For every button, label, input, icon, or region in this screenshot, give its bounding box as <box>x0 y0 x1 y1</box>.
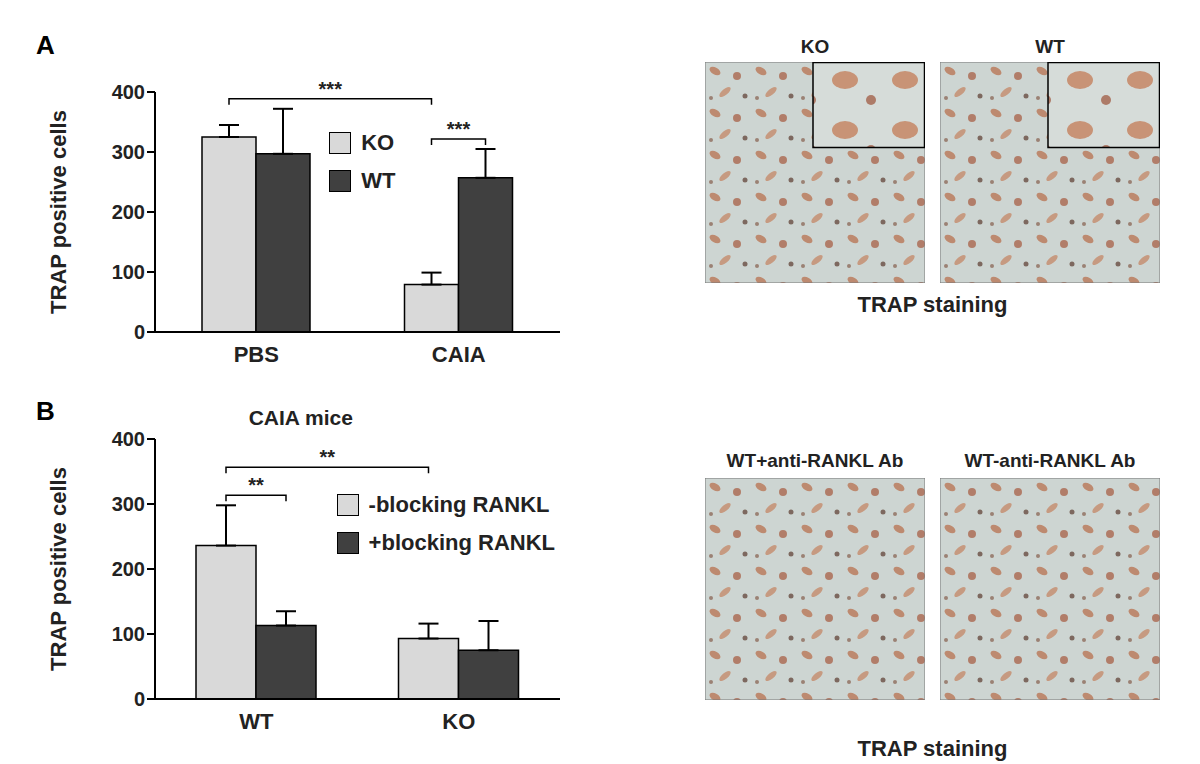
svg-text:PBS: PBS <box>234 342 279 367</box>
html-text:KO: KO <box>361 130 395 155</box>
html-text:WT-anti-RANKL Ab: WT-anti-RANKL Ab <box>964 450 1136 471</box>
svg-text:100: 100 <box>112 261 145 283</box>
svg-text:TRAP positive cells: TRAP positive cells <box>46 110 71 314</box>
svg-text:300: 300 <box>112 141 145 163</box>
svg-text:KO: KO <box>442 709 475 734</box>
svg-text:CAIA: CAIA <box>432 342 486 367</box>
svg-text:***: *** <box>447 118 471 140</box>
html-text:B: B <box>36 396 55 426</box>
html-text:TRAP staining: TRAP staining <box>857 736 1008 761</box>
svg-text:200: 200 <box>112 558 145 580</box>
svg-text:WT: WT <box>239 709 274 734</box>
svg-text:**: ** <box>319 446 335 468</box>
html-text:KO: KO <box>800 36 830 57</box>
svg-text:400: 400 <box>112 428 145 450</box>
html-text:TRAP staining: TRAP staining <box>857 292 1008 317</box>
html-text:-blocking RANKL: -blocking RANKL <box>368 492 550 517</box>
svg-text:100: 100 <box>112 623 145 645</box>
svg-text:***: *** <box>319 78 343 100</box>
html-text:+blocking RANKL: +blocking RANKL <box>368 530 555 555</box>
svg-text:CAIA mice: CAIA mice <box>249 406 353 429</box>
html-text:WT+anti-RANKL Ab: WT+anti-RANKL Ab <box>726 450 904 471</box>
html-text:A: A <box>36 30 55 60</box>
svg-text:200: 200 <box>112 201 145 223</box>
svg-text:300: 300 <box>112 493 145 515</box>
svg-text:0: 0 <box>134 688 145 710</box>
svg-text:0: 0 <box>134 321 145 343</box>
html-text:WT: WT <box>361 168 396 193</box>
svg-text:**: ** <box>248 474 264 496</box>
svg-text:TRAP positive cells: TRAP positive cells <box>46 467 71 671</box>
svg-text:400: 400 <box>112 81 145 103</box>
html-text:WT: WT <box>1035 36 1065 57</box>
